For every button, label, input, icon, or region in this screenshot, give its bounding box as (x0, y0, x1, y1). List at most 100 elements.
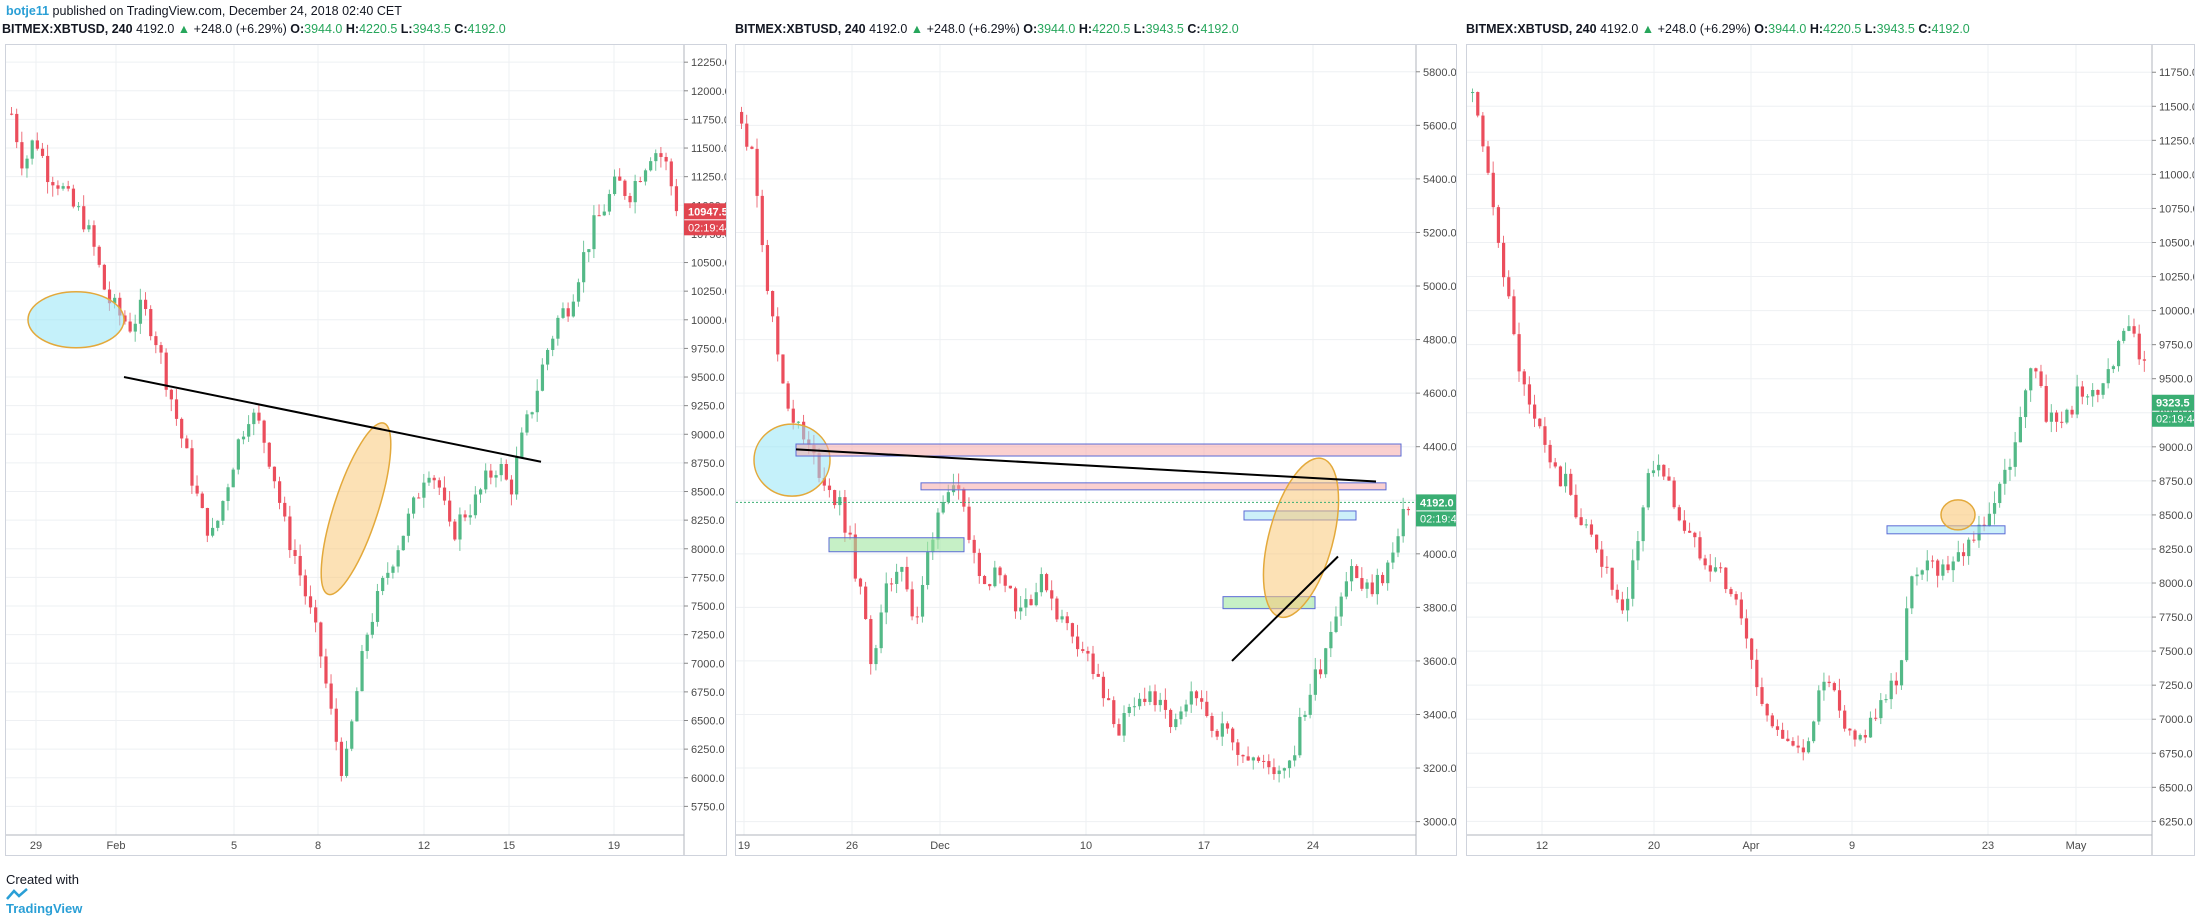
candle-body (1471, 92, 1475, 94)
grid (736, 45, 1416, 835)
open-label: O: (1754, 22, 1769, 36)
timer-badge-value: 02:19:44 (688, 222, 726, 234)
footer: Created with TradingView (6, 872, 82, 916)
candle-body (257, 412, 261, 421)
candle-body (2070, 409, 2074, 415)
candle-body (2039, 371, 2043, 387)
y-tick-label: 6500.0 (691, 716, 725, 728)
candle-body (1879, 700, 1883, 719)
chart-plot-1[interactable]: 12250.012000.011750.011500.011250.011000… (5, 44, 727, 856)
price-change: +248.0 (+6.29%) (926, 22, 1020, 36)
candle-body (1610, 567, 1614, 590)
x-tick-label: 8 (315, 840, 321, 852)
candle-body (781, 354, 785, 384)
candle-body (1019, 607, 1023, 612)
candle-body (154, 336, 158, 346)
candle-body (535, 390, 539, 413)
candle-body (1755, 659, 1759, 688)
x-tick-label: 15 (503, 840, 515, 852)
y-tick-label: 7250.0 (691, 630, 725, 642)
candle-body (1713, 567, 1718, 572)
y-tick-label: 9500.0 (691, 372, 725, 384)
annotation-box (828, 537, 965, 553)
candle-body (962, 488, 966, 507)
candle-body (1812, 721, 1816, 742)
chart-svg-2[interactable]: 5800.0 5600.0 5400.0 5200.0 5000.0 4800.0 4600… (736, 45, 1456, 855)
y-tick-label: 8000.0 (2159, 578, 2193, 590)
candle-body (982, 576, 987, 585)
candle-body (1231, 728, 1235, 743)
candle-body (1987, 513, 1991, 526)
candle-body (329, 683, 333, 709)
candle-body (396, 550, 400, 567)
candle-body (1564, 473, 1568, 487)
candle-body (1574, 494, 1578, 518)
chart-plot-2[interactable]: 5800.0 5600.0 5400.0 5200.0 5000.0 4800.0 4600… (735, 44, 1457, 856)
candle-body (1899, 660, 1904, 686)
candle-body (1920, 570, 1924, 575)
candle-body (1318, 669, 1323, 675)
candle-body (1972, 539, 1976, 541)
annotation-box (920, 482, 1387, 491)
candle-body (2101, 383, 2105, 395)
y-tick-label: 9750.0 (691, 343, 725, 355)
y-tick-label: 3600.0 (1423, 656, 1456, 668)
price-badge-box (2152, 394, 2194, 411)
candle-body (1050, 590, 1054, 599)
y-tick-label: 9000.0 (2159, 442, 2193, 454)
candle-body (1163, 699, 1168, 710)
candle-body (664, 156, 668, 162)
y-tick-label: 11250.0 (2159, 135, 2194, 147)
candle-body (1143, 698, 1147, 702)
y-tick-label: 10000.0 (691, 315, 726, 327)
y-tick-label: 7000.0 (691, 658, 725, 670)
candle-body (998, 567, 1002, 576)
y-tick-label: 10500.0 (2159, 238, 2194, 250)
candle-body (1096, 673, 1100, 677)
candle-body (1589, 524, 1594, 535)
x-tick-label: 24 (1307, 840, 1319, 852)
candle-body (2137, 333, 2141, 360)
candle-body (1595, 534, 1599, 550)
candle-body (1391, 552, 1395, 563)
candle-body (2034, 368, 2038, 372)
y-tick-label: 8750.0 (2159, 476, 2193, 488)
candle-body (113, 297, 117, 304)
candle-body (669, 161, 673, 187)
candle-body (1672, 480, 1676, 508)
candle-body (530, 412, 534, 415)
y-tick-label: 7500.0 (2159, 646, 2193, 658)
candle-body (765, 245, 770, 291)
candle-body (97, 246, 101, 265)
candle-body (745, 123, 749, 147)
candle-body (2075, 386, 2079, 415)
candle-body (838, 497, 842, 506)
candle-body (1246, 756, 1250, 761)
candle-body (1775, 726, 1780, 730)
y-tick-label: 9750.0 (2159, 340, 2193, 352)
tradingview-brand-link[interactable]: TradingView (6, 901, 83, 916)
candle-body (190, 448, 194, 486)
price-badge-value: 10947.5 (688, 206, 726, 218)
candle-body (1651, 470, 1656, 474)
candle-body (298, 555, 302, 576)
candle-body (1584, 524, 1588, 526)
chart-svg-1[interactable]: 12250.012000.011750.011500.011250.011000… (6, 45, 726, 855)
candle-body (1698, 537, 1702, 559)
candle-body (138, 299, 143, 324)
chart-svg-3[interactable]: 11750.0 11500.0 11250.0 11000.0 10750.0 10500… (1467, 45, 2194, 855)
y-tick-label: 12000.0 (691, 86, 726, 98)
y-tick-label: 6500.0 (2159, 782, 2193, 794)
candle-body (827, 485, 832, 491)
timer-badge-box (1416, 511, 1456, 527)
candle-body (56, 185, 60, 189)
candle-body (776, 316, 780, 355)
candle-body (972, 539, 976, 553)
y-tick-label: 9250.0 (691, 401, 725, 413)
chart-plot-3[interactable]: 11750.0 11500.0 11250.0 11000.0 10750.0 10500… (1466, 44, 2195, 856)
price-change: +248.0 (+6.29%) (193, 22, 287, 36)
author-link[interactable]: botje11 (6, 4, 50, 18)
y-tick-label: 4000.0 (1423, 549, 1456, 561)
candle-body (133, 323, 137, 332)
candle-body (1579, 517, 1583, 526)
